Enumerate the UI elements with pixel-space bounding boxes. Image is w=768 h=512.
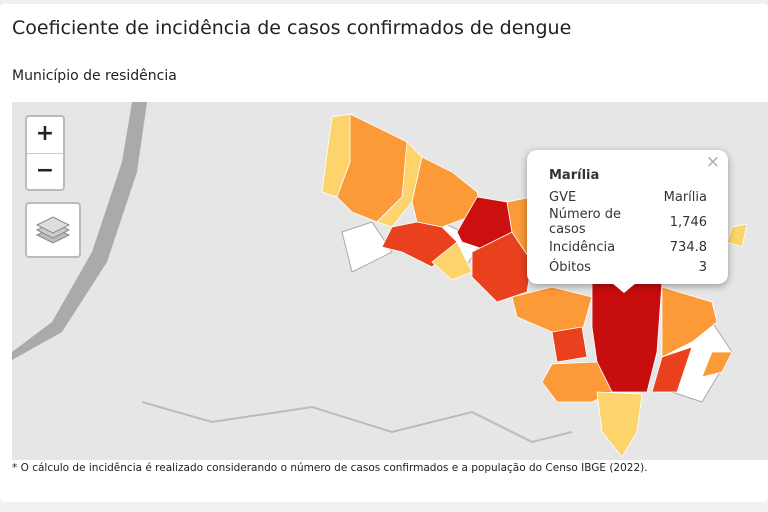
tooltip-row: Número de casos 1,746 xyxy=(547,207,709,237)
tooltip-pointer xyxy=(612,283,636,293)
layers-button[interactable] xyxy=(25,202,81,258)
region[interactable] xyxy=(596,391,643,458)
region[interactable] xyxy=(591,281,663,393)
tooltip-row: Óbitos 3 xyxy=(547,257,709,277)
tooltip-title: Marília xyxy=(549,168,600,183)
tooltip-value: 1,746 xyxy=(669,214,707,230)
zoom-control: + − xyxy=(25,115,65,191)
footnote: * O cálculo de incidência é realizado co… xyxy=(12,462,648,474)
zoom-out[interactable]: − xyxy=(35,158,55,183)
tooltip-table: GVE Marília Número de casos 1,746 Incidência… xyxy=(547,187,709,277)
tooltip-value: Marília xyxy=(663,189,707,205)
region[interactable] xyxy=(701,351,733,378)
region[interactable] xyxy=(651,346,693,393)
tooltip-row: Incidência 734.8 xyxy=(547,237,709,257)
region[interactable] xyxy=(541,361,613,403)
zoom-in[interactable]: + xyxy=(27,117,63,154)
region[interactable] xyxy=(511,286,593,333)
tooltip-label: Número de casos xyxy=(549,207,622,237)
subtitle: Município de residência xyxy=(12,68,177,84)
region[interactable] xyxy=(551,326,588,363)
layers-icon xyxy=(35,216,71,244)
tooltip-label: Incidência xyxy=(549,239,616,255)
tooltip-value: 3 xyxy=(698,259,707,275)
river xyxy=(12,102,147,360)
boundary xyxy=(141,401,573,444)
region[interactable] xyxy=(661,286,718,358)
tooltip-value: 734.8 xyxy=(669,239,707,255)
region[interactable] xyxy=(411,156,483,228)
map-canvas xyxy=(12,102,748,458)
map[interactable]: + − × Marília GVE Marília Número de casos 1… xyxy=(12,102,768,460)
title: Coeficiente de incidência de casos confi… xyxy=(12,17,572,39)
region[interactable] xyxy=(726,223,748,248)
tooltip: × Marília GVE Marília Número de casos 1,746… xyxy=(527,150,728,284)
tooltip-row: GVE Marília xyxy=(547,187,709,207)
tooltip-label: Óbitos xyxy=(549,259,591,275)
tooltip-label: GVE xyxy=(549,189,577,205)
tooltip-close[interactable]: × xyxy=(705,152,720,172)
